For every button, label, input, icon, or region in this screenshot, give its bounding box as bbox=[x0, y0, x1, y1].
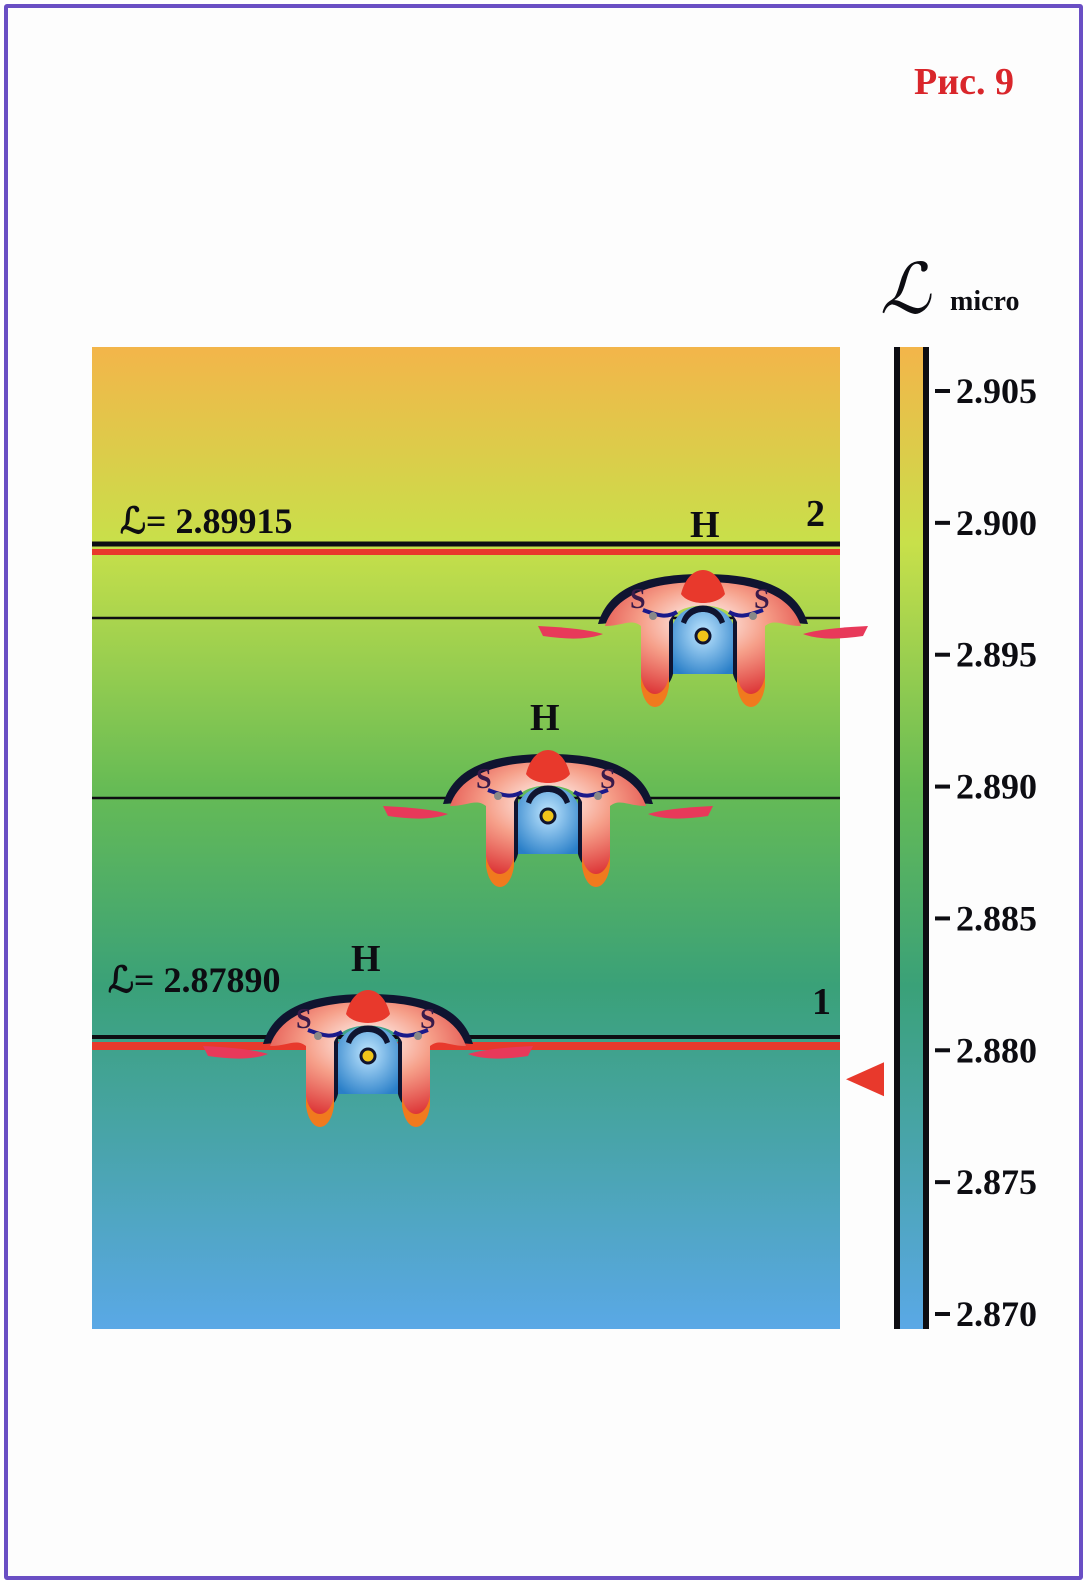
figure-page: Рис. 9 bbox=[4, 4, 1083, 1580]
scale-symbol: ℒ bbox=[880, 248, 932, 330]
level-1-value-label: ℒ= 2.87890 bbox=[108, 960, 280, 1000]
level-2-value-label: ℒ= 2.89915 bbox=[120, 501, 292, 541]
scale-tick-label: 2.880 bbox=[956, 1030, 1037, 1070]
h-label-lower: H bbox=[351, 938, 381, 980]
energy-level-diagram: H H H S S S S S S ℒ= 2.89915 ℒ= 2.87890 … bbox=[8, 8, 1079, 1576]
s-label-lower-left: S bbox=[296, 1004, 312, 1035]
energy-field bbox=[92, 347, 840, 1329]
scale-ticks: 2.905 2.900 2.895 2.890 2.885 2.880 2.875 2.870 bbox=[935, 371, 1037, 1334]
s-label-upper-right: S bbox=[754, 584, 770, 615]
h-label-middle: H bbox=[530, 697, 560, 739]
scale-subscript: micro bbox=[950, 286, 1019, 317]
color-scale bbox=[897, 347, 926, 1329]
s-label-upper-left: S bbox=[630, 584, 646, 615]
scale-tick-label: 2.875 bbox=[956, 1162, 1037, 1202]
h-label-upper: H bbox=[690, 504, 720, 546]
level-1-number: 1 bbox=[812, 981, 831, 1023]
level-2-number: 2 bbox=[806, 493, 825, 535]
scale-tick-label: 2.895 bbox=[956, 635, 1037, 675]
scale-tick-label: 2.885 bbox=[956, 898, 1037, 938]
scale-tick-label: 2.890 bbox=[956, 767, 1037, 807]
current-value-marker bbox=[846, 1062, 884, 1096]
scale-tick-label: 2.905 bbox=[956, 371, 1037, 411]
scale-tick-label: 2.870 bbox=[956, 1294, 1037, 1334]
s-label-middle-right: S bbox=[600, 764, 616, 795]
level-2-band bbox=[92, 549, 840, 555]
scale-gradient bbox=[899, 347, 925, 1329]
s-label-middle-left: S bbox=[476, 764, 492, 795]
s-label-lower-right: S bbox=[420, 1004, 436, 1035]
scale-tick-label: 2.900 bbox=[956, 503, 1037, 543]
